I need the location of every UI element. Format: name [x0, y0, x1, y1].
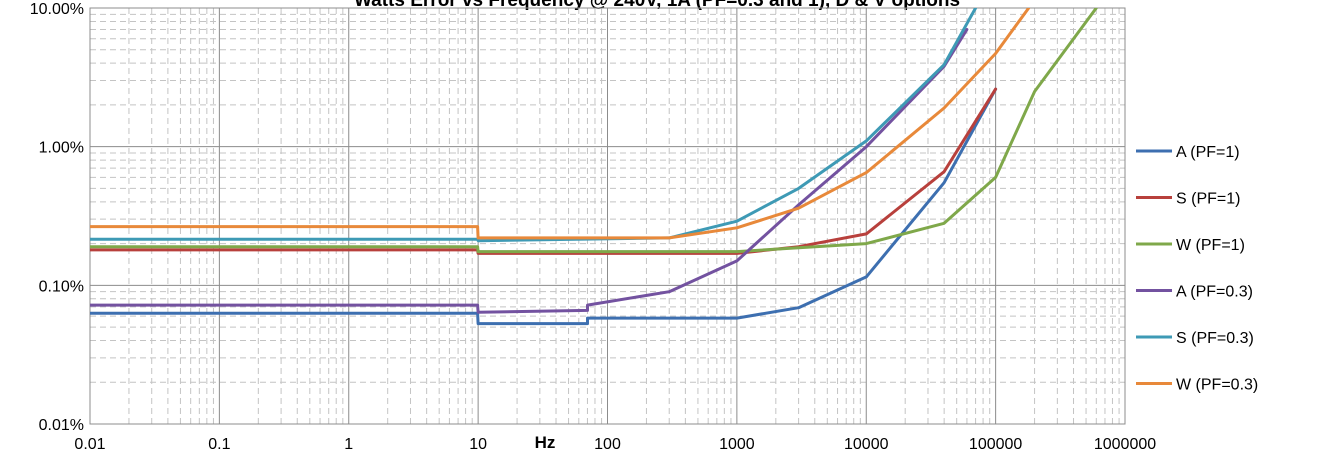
y-tick-label: 0.10%: [39, 278, 84, 295]
x-tick-label: 1: [344, 436, 353, 453]
chart-title: Watts Error vs Frequency @ 240V, 1A (PF=…: [354, 0, 960, 11]
y-tick-label: 1.00%: [39, 140, 84, 157]
y-tick-labels: 0.01% 0.10% 1.00% 10.00%: [30, 1, 84, 434]
legend-label-6: W (PF=0.3): [1176, 377, 1258, 394]
x-tick-label: 0.1: [208, 436, 230, 453]
series-layer: [90, 8, 1098, 326]
x-tick-label: 10000: [844, 436, 889, 453]
plot-frame: [89, 7, 1126, 425]
x-tick-label: 10: [469, 436, 487, 453]
series-line-3: [90, 8, 1098, 254]
x-tick-labels: 0.01 0.1 1 10 100 1000 10000 100000 1000000: [74, 436, 1156, 453]
legend-label-5: S (PF=0.3): [1176, 330, 1254, 347]
x-tick-label: 1000: [719, 436, 755, 453]
y-tick-label: 0.01%: [39, 417, 84, 434]
legend-label-1: A (PF=1): [1176, 144, 1240, 161]
x-tick-label: 0.01: [74, 436, 105, 453]
series-line-4: [90, 28, 969, 314]
x-tick-label: 1000000: [1094, 436, 1156, 453]
series-line-6: [90, 8, 1031, 240]
legend-label-2: S (PF=1): [1176, 191, 1240, 208]
x-axis-label: Hz: [535, 433, 556, 452]
x-tick-label: 100: [594, 436, 621, 453]
legend-label-3: W (PF=1): [1176, 237, 1245, 254]
series-line-5: [90, 8, 978, 243]
x-tick-label: 100000: [969, 436, 1022, 453]
minor-grid: [90, 8, 1125, 424]
y-tick-label: 10.00%: [30, 1, 84, 18]
legend-label-4: A (PF=0.3): [1176, 284, 1253, 301]
series-line-1: [90, 87, 998, 326]
legend: A (PF=1) S (PF=1) W (PF=1) A (PF=0.3) S (PF=…: [1136, 144, 1258, 394]
